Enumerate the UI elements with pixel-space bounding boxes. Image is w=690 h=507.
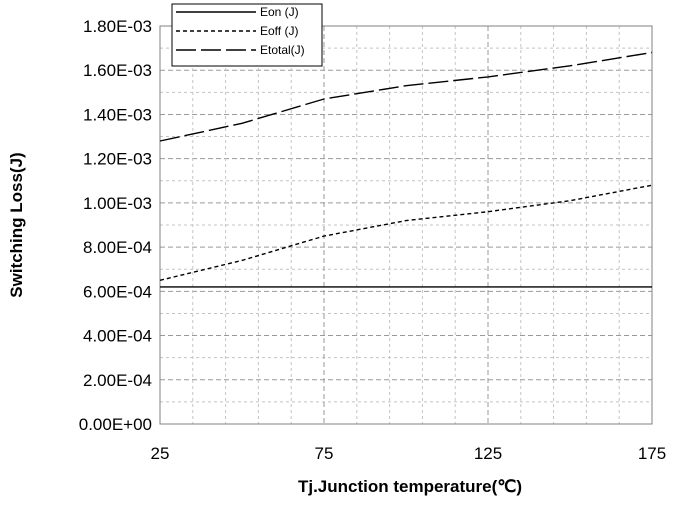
series-lines [159,51,653,288]
y-tick-label: 1.40E-03 [83,105,152,124]
legend-label: Etotal(J) [260,43,305,57]
legend-label: Eon (J) [260,5,299,19]
y-tick-labels: 0.00E+00 2.00E-04 4.00E-04 6.00E-04 8.00E-04… [79,17,152,434]
legend-box [171,3,323,67]
y-tick-label: 2.00E-04 [83,371,152,390]
y-axis-title: Switching Loss(J) [7,152,26,297]
y-tick-label: 1.00E-03 [83,194,152,213]
x-tick-label: 125 [474,444,502,463]
x-tick-labels: 25 75 125 175 [151,444,667,463]
x-tick-label: 175 [638,444,666,463]
series-line-2 [159,184,653,281]
y-tick-label: 1.80E-03 [83,17,152,36]
y-tick-label: 1.60E-03 [83,61,152,80]
series-line-3 [159,51,653,142]
x-tick-label: 75 [315,444,334,463]
plot-area-border [159,25,653,425]
y-tick-label: 0.00E+00 [79,415,152,434]
y-tick-label: 1.20E-03 [83,150,152,169]
legend-label: Eoff (J) [260,24,298,38]
y-tick-label: 4.00E-04 [83,327,152,346]
x-axis-title: Tj.Junction temperature(℃) [298,477,522,496]
legend: Eon (J) Eoff (J) Etotal(J) [171,3,323,67]
x-tick-label: 25 [151,444,170,463]
y-tick-label: 8.00E-04 [83,238,152,257]
y-tick-label: 6.00E-04 [83,282,152,301]
